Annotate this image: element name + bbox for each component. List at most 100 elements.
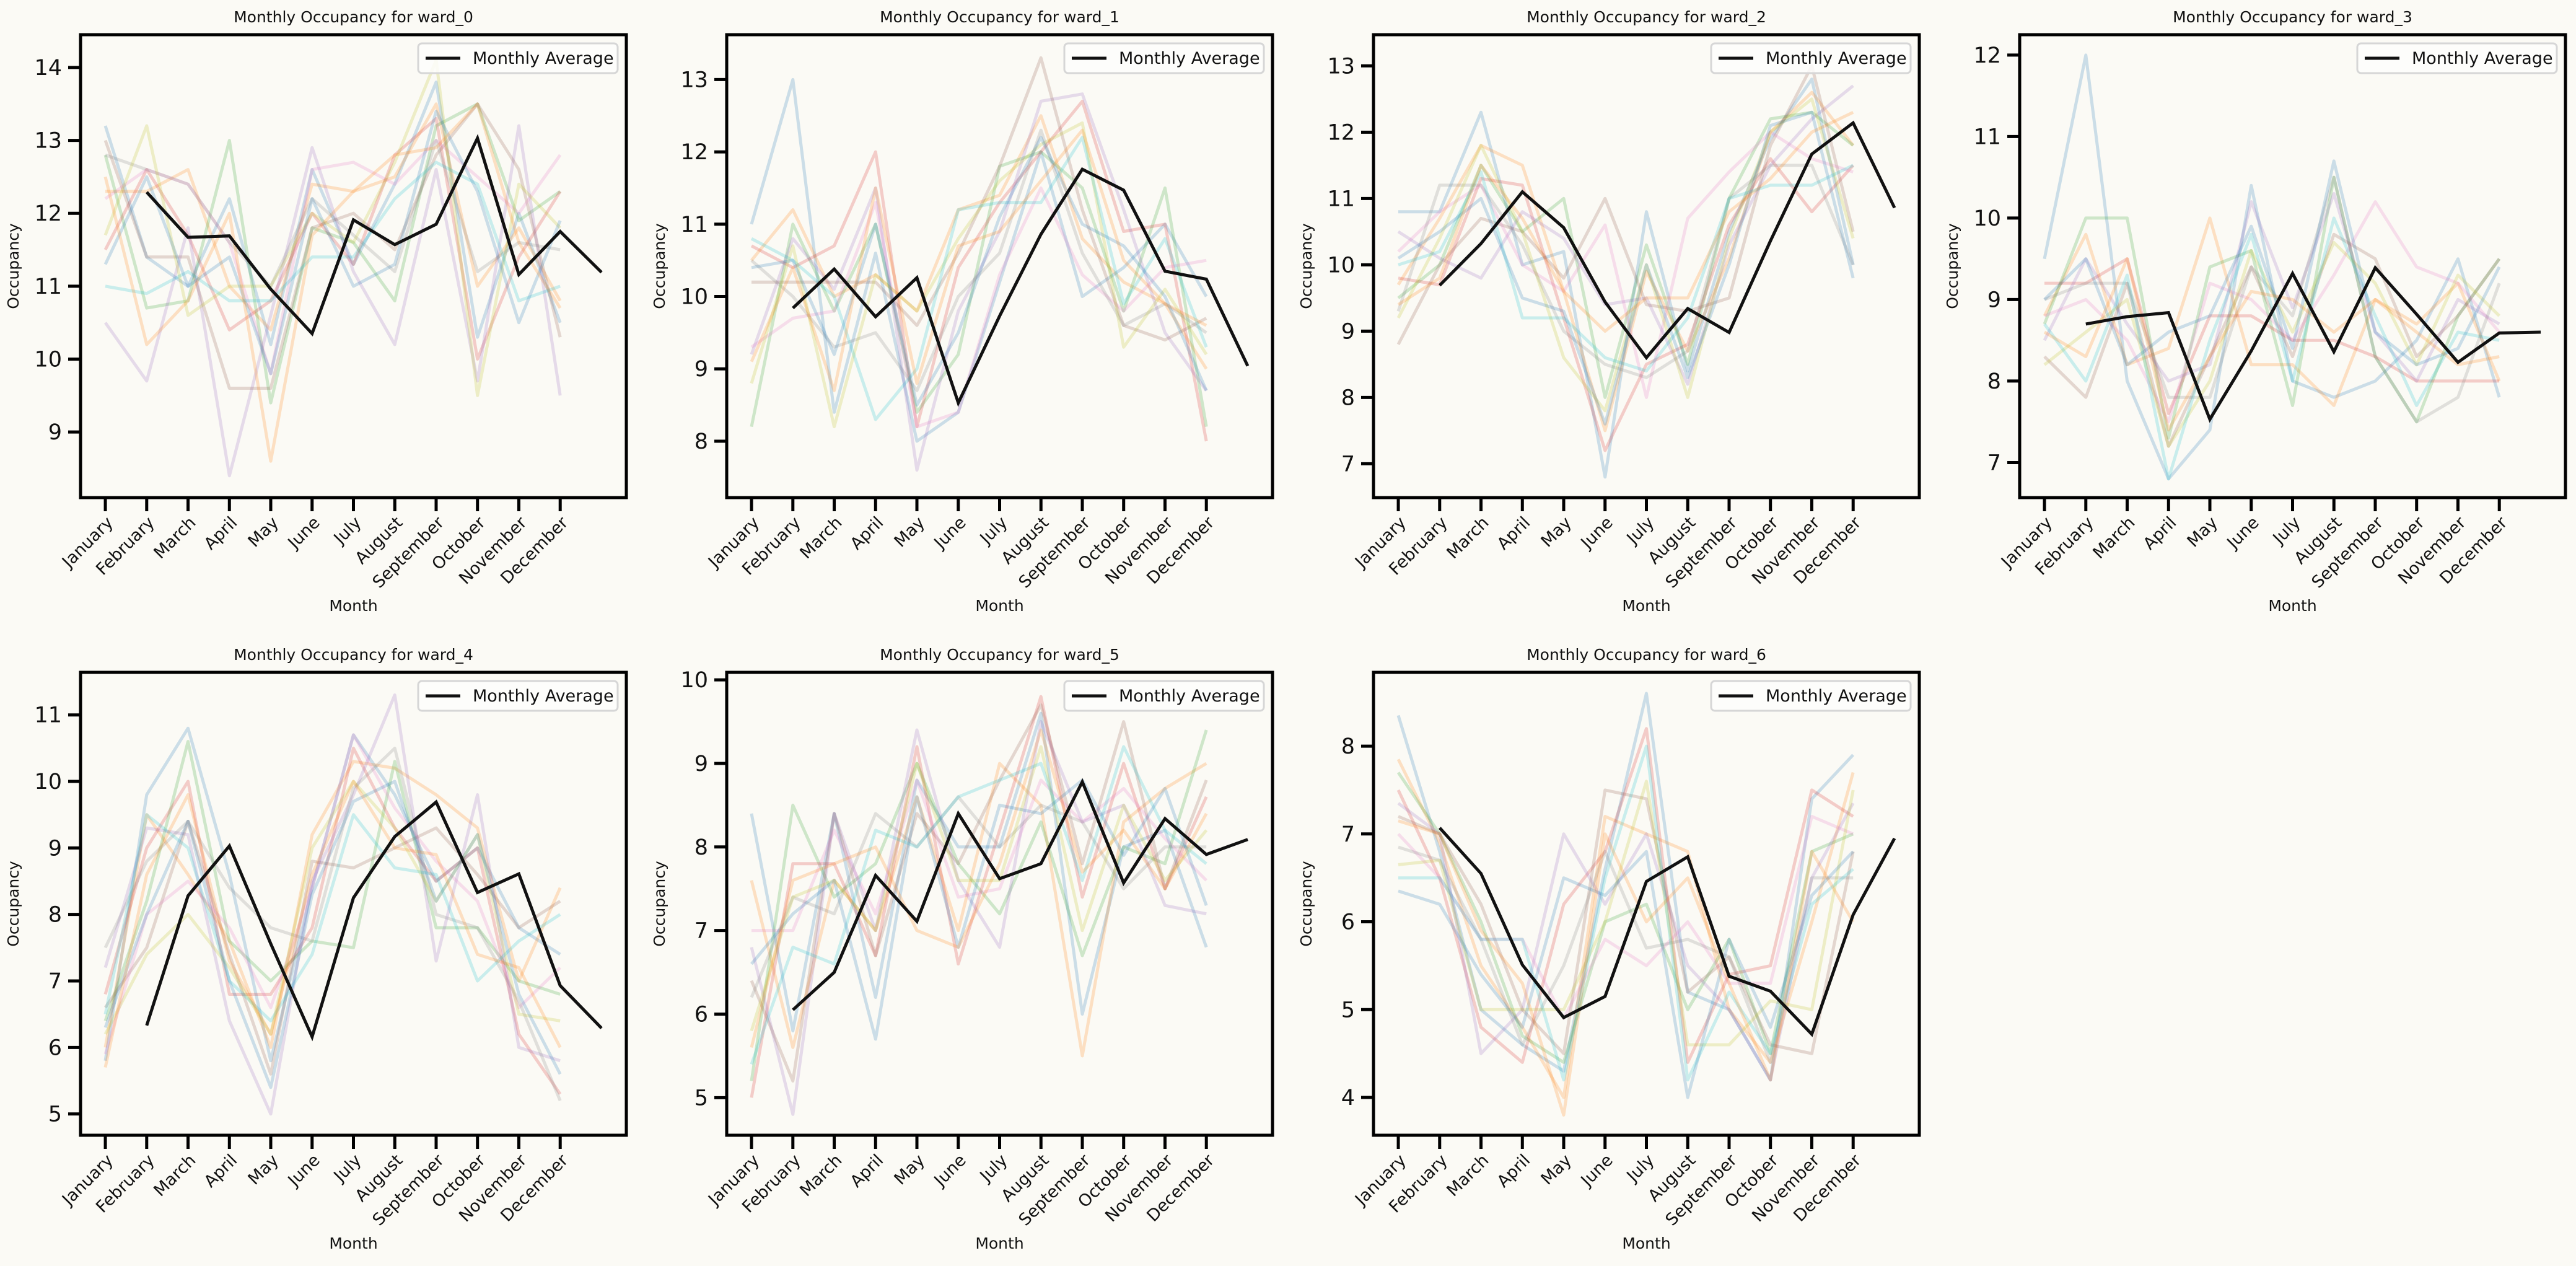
legend-label: Monthly Average xyxy=(1119,687,1260,706)
legend-box xyxy=(1063,42,1265,74)
year-series-line xyxy=(1398,157,1855,452)
x-tick-label: May xyxy=(1538,1151,1575,1189)
legend: Monthly Average xyxy=(1710,680,1912,712)
y-tick-label: 7 xyxy=(48,969,62,994)
x-tick-label: March xyxy=(1443,1151,1492,1200)
year-series-line xyxy=(750,150,1208,428)
year-series-line xyxy=(104,139,562,376)
y-axis-label: Occupancy xyxy=(4,861,22,947)
y-tick-label: 11 xyxy=(1327,187,1355,211)
x-tick-label: March xyxy=(150,1151,199,1200)
legend: Monthly Average xyxy=(1710,42,1912,74)
year-series-line xyxy=(103,116,562,361)
year-series-line xyxy=(1397,84,1854,386)
year-series-line xyxy=(103,746,562,1095)
year-series-line xyxy=(1397,802,1855,1082)
legend-box xyxy=(417,42,619,74)
y-tick-label: 7 xyxy=(1341,822,1355,847)
plot-area xyxy=(2020,35,2565,498)
x-tick-label: July xyxy=(1623,513,1658,549)
x-tick-label: March xyxy=(2089,513,2139,563)
year-series-line xyxy=(2043,240,2500,448)
year-series-line xyxy=(1396,727,1854,1064)
y-tick-label: 9 xyxy=(48,836,62,861)
legend-box xyxy=(1710,680,1912,712)
x-axis-label: Month xyxy=(1622,1234,1670,1252)
year-series-line xyxy=(751,778,1207,933)
monthly-average-line xyxy=(145,134,603,336)
year-series-line xyxy=(1398,819,1855,1117)
x-tick-label: May xyxy=(1538,513,1575,551)
year-series-line xyxy=(751,56,1207,342)
year-series-line xyxy=(1398,845,1854,1064)
monthly-average-line xyxy=(1438,827,1896,1037)
year-series-line xyxy=(1398,164,1854,373)
chart-title: Monthly Occupancy for ward_2 xyxy=(1527,8,1766,26)
y-tick-label: 10 xyxy=(1327,253,1355,278)
x-tick-label: May xyxy=(2184,513,2222,551)
x-axis-label: Month xyxy=(329,1234,377,1252)
year-series-line xyxy=(1397,130,1854,399)
y-tick-label: 11 xyxy=(34,275,62,299)
year-series-line xyxy=(1396,90,1855,433)
chart-title: Monthly Occupancy for ward_6 xyxy=(1527,646,1766,664)
year-series-line xyxy=(751,136,1208,407)
year-series-line xyxy=(105,102,562,332)
y-tick-label: 9 xyxy=(1341,319,1355,344)
year-series-line xyxy=(1396,164,1855,379)
x-tick-label: June xyxy=(930,1151,970,1191)
x-tick-label: July xyxy=(976,513,1012,549)
x-tick-label: May xyxy=(891,1151,929,1189)
year-series-line xyxy=(103,780,562,1089)
y-tick-label: 9 xyxy=(694,357,708,382)
year-series-line xyxy=(1396,771,1854,1064)
y-tick-label: 6 xyxy=(694,1002,708,1027)
year-series-line xyxy=(1396,692,1855,1082)
y-tick-label: 8 xyxy=(1341,385,1355,410)
year-series-line xyxy=(105,139,561,288)
legend-box xyxy=(2356,42,2558,74)
y-tick-label: 13 xyxy=(680,68,708,92)
year-series-line xyxy=(750,92,1208,472)
x-axis-label: Month xyxy=(975,597,1023,615)
year-series-line xyxy=(1396,97,1855,413)
year-series-line xyxy=(103,740,561,1022)
y-axis-label: Occupancy xyxy=(1943,223,1961,309)
x-tick-label: May xyxy=(891,513,929,551)
x-axis-label: Month xyxy=(1622,597,1670,615)
x-tick-label: March xyxy=(150,513,199,563)
x-tick-label: June xyxy=(284,1151,324,1191)
monthly-average-line xyxy=(145,799,603,1042)
legend-label: Monthly Average xyxy=(2412,49,2553,68)
x-tick-label: April xyxy=(847,1151,888,1192)
y-tick-label: 6 xyxy=(48,1035,62,1060)
year-series-line xyxy=(750,745,1208,1032)
plot-lines xyxy=(103,58,603,478)
year-series-line xyxy=(103,819,561,1076)
chart-title: Monthly Occupancy for ward_3 xyxy=(2173,8,2412,26)
legend-label: Monthly Average xyxy=(473,49,614,68)
year-series-line xyxy=(750,778,1208,1041)
x-axis-label: Month xyxy=(329,597,377,615)
y-tick-label: 7 xyxy=(1341,452,1355,477)
plot-lines xyxy=(750,695,1248,1116)
year-series-line xyxy=(750,795,1207,998)
y-tick-label: 5 xyxy=(694,1086,708,1110)
plot-area xyxy=(1373,35,1919,498)
year-series-line xyxy=(103,760,562,1049)
x-tick-label: May xyxy=(245,513,283,551)
year-series-line xyxy=(750,121,1208,429)
year-series-line xyxy=(103,726,561,1063)
year-series-line xyxy=(750,720,1207,1116)
year-series-line xyxy=(2043,257,2500,432)
y-tick-label: 9 xyxy=(1987,288,2001,312)
chart-title: Monthly Occupancy for ward_1 xyxy=(880,8,1119,26)
year-series-line xyxy=(103,102,561,405)
y-tick-label: 7 xyxy=(1987,451,2001,475)
legend-label: Monthly Average xyxy=(1766,49,1907,68)
